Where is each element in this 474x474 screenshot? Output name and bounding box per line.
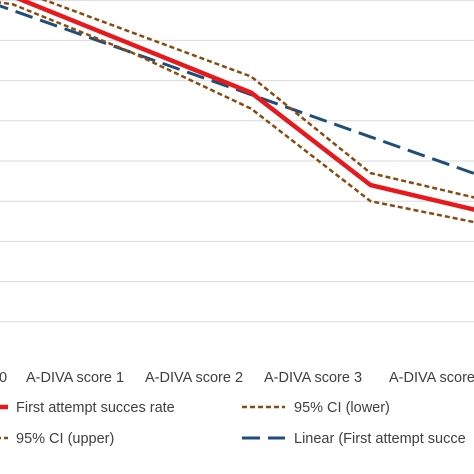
series-line-1 — [0, 1, 474, 224]
legend-label-2: 95% CI (upper) — [16, 431, 114, 447]
x-tick-label: A-DIVA score 1 — [26, 370, 124, 386]
series-lines — [0, 0, 474, 224]
series-line-0 — [15, 0, 474, 212]
x-tick-label: A-DIVA score 2 — [145, 370, 243, 386]
legend: First attempt succes rate 95% CI (lower) 9… — [0, 400, 466, 447]
legend-label-0: First attempt succes rate — [16, 400, 175, 416]
gridlines — [0, 0, 474, 323]
legend-label-3: Linear (First attempt succe — [294, 431, 466, 447]
x-tick-labels: 0 A-DIVA score 1 A-DIVA score 2 A-DIVA scor… — [0, 370, 474, 386]
x-tick-label: A-DIVA score — [389, 370, 474, 386]
series-line-3 — [0, 4, 474, 176]
legend-label-1: 95% CI (lower) — [294, 400, 390, 416]
x-tick-label: 0 — [0, 370, 7, 386]
x-tick-label: A-DIVA score 3 — [264, 370, 362, 386]
